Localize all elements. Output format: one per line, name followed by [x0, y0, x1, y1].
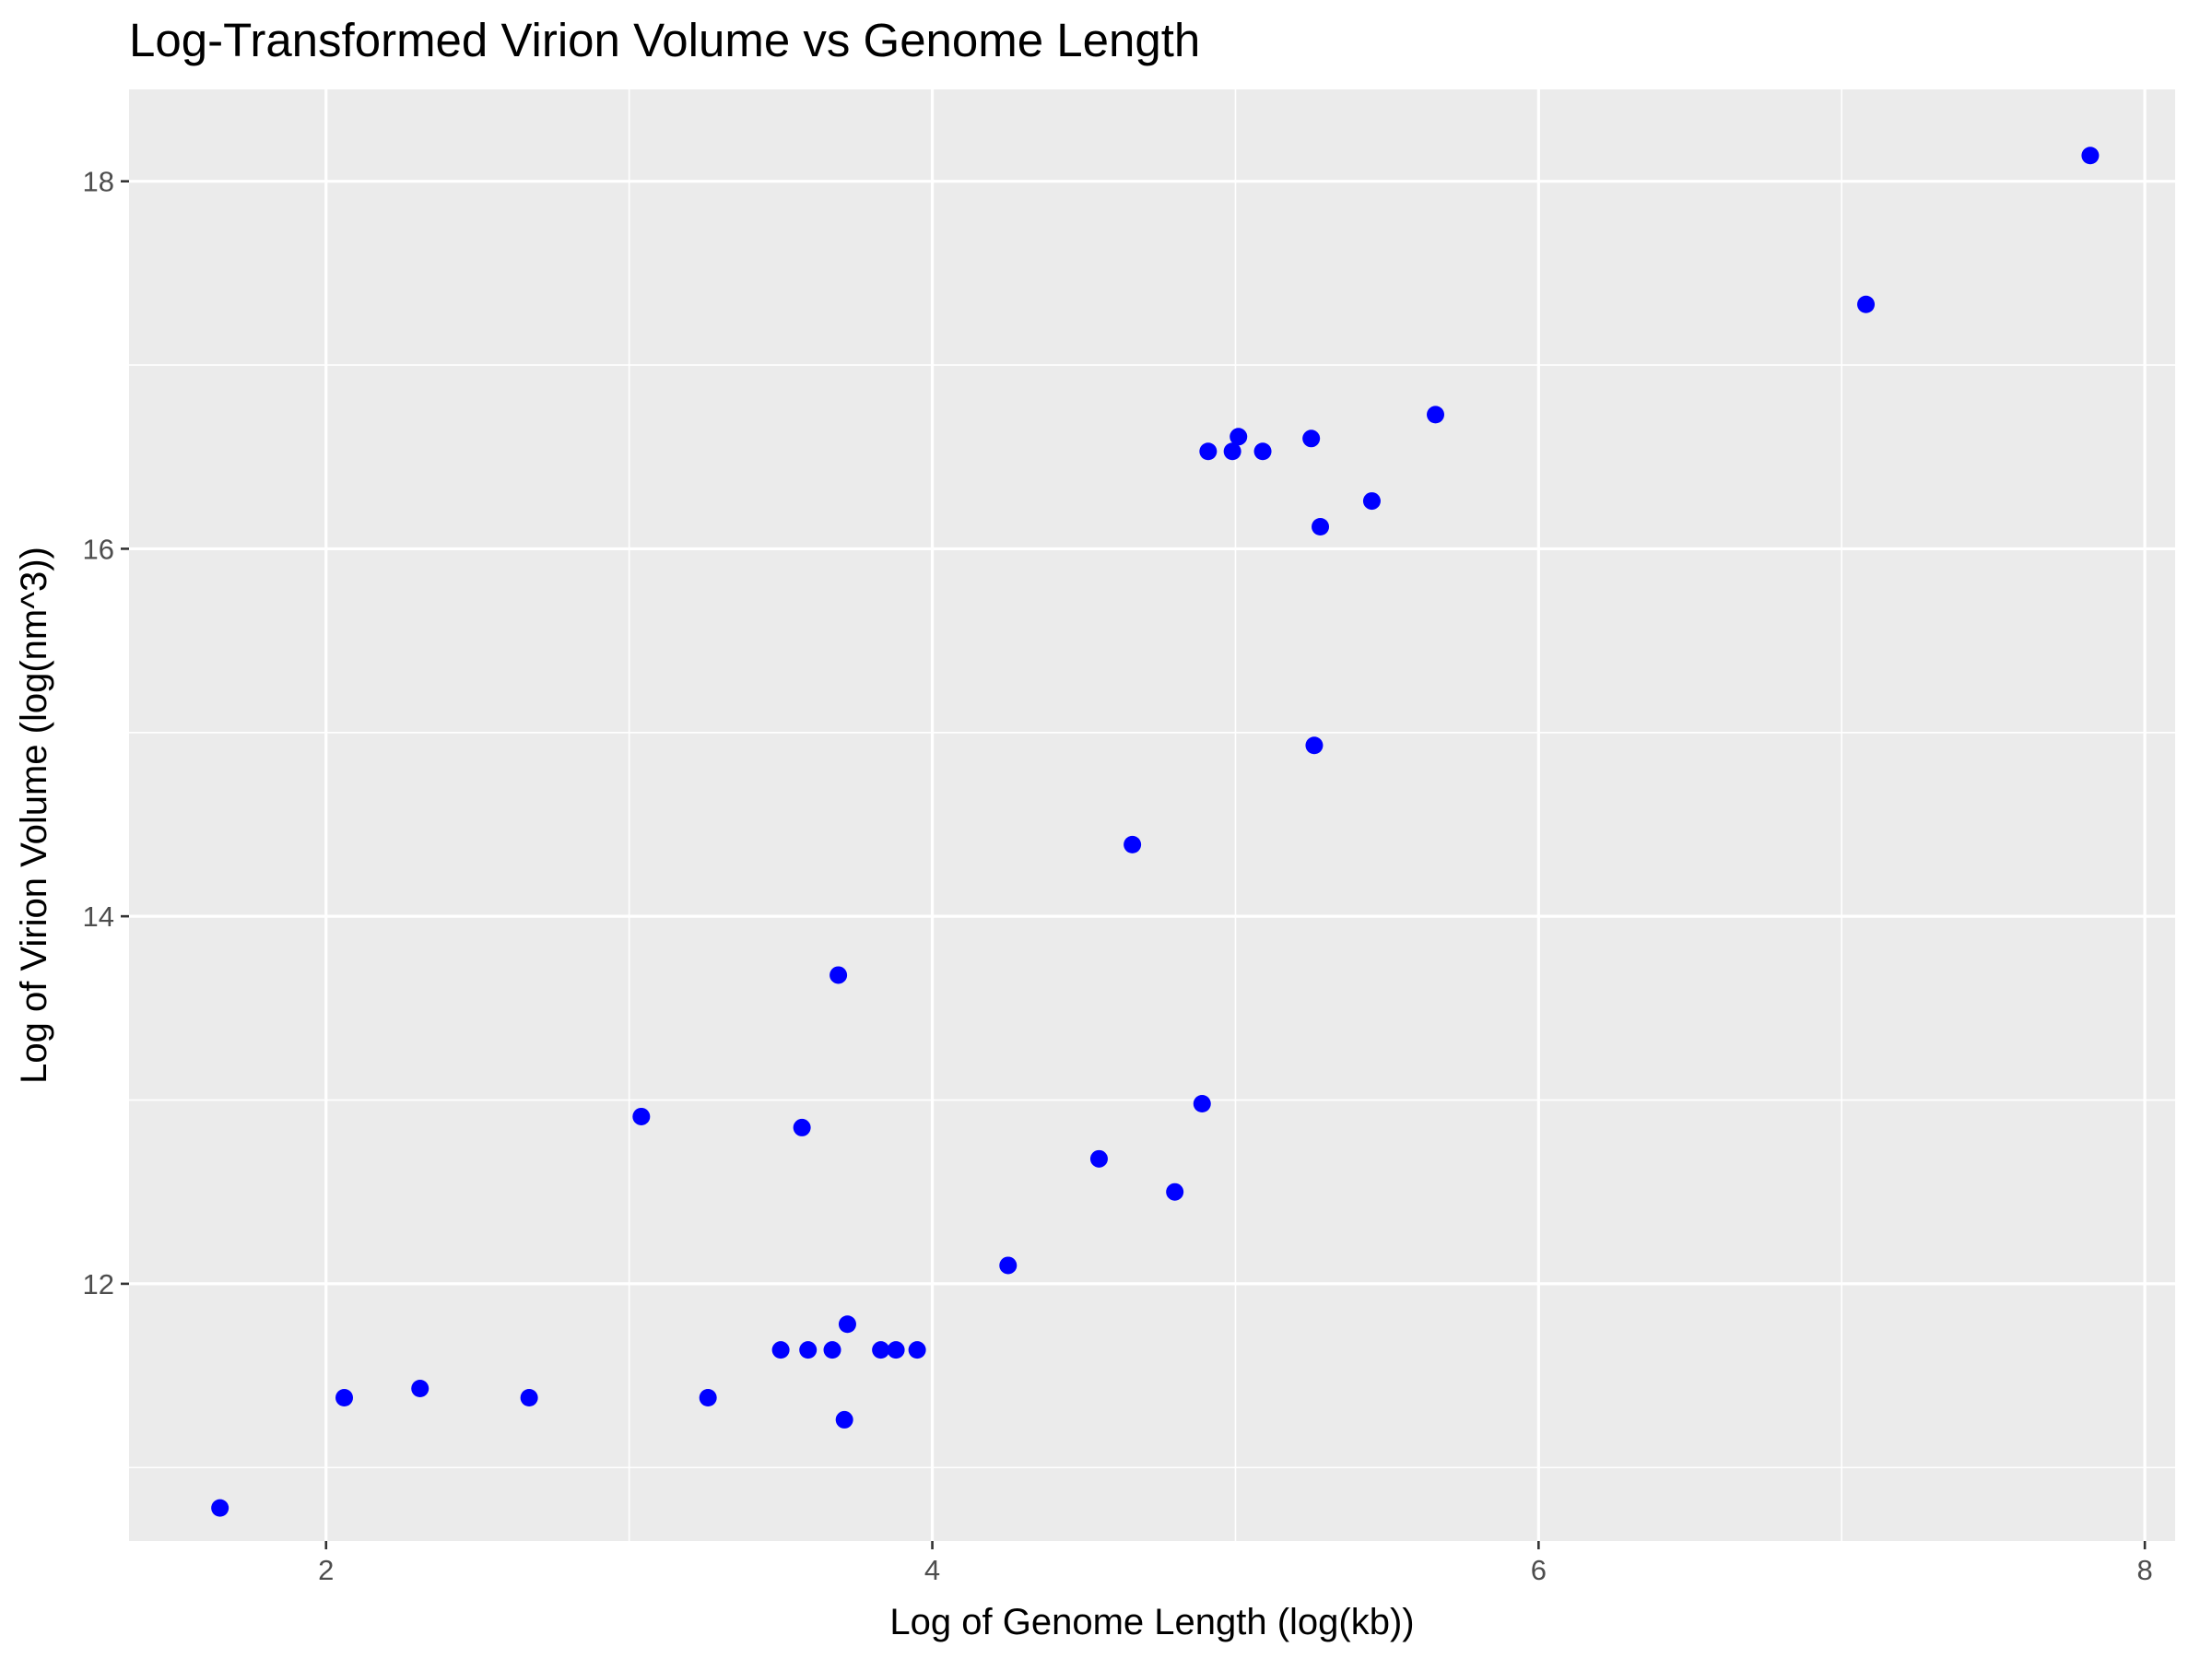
x-axis-title: Log of Genome Length (log(kb)): [889, 1602, 1414, 1642]
data-point: [1302, 429, 1321, 448]
x-tick-label: 8: [2136, 1554, 2152, 1586]
data-point: [699, 1388, 717, 1406]
y-tick-label: 16: [83, 533, 114, 565]
y-tick-label: 18: [83, 166, 114, 198]
data-point: [1312, 517, 1330, 535]
data-point: [887, 1341, 905, 1359]
data-point: [335, 1388, 354, 1406]
data-point: [2081, 147, 2100, 165]
data-point: [838, 1315, 856, 1334]
data-point: [1427, 406, 1445, 424]
x-tick-label: 4: [924, 1554, 940, 1586]
data-point: [872, 1341, 890, 1359]
data-point: [908, 1341, 926, 1359]
y-axis-title: Log of Virion Volume (log(nm^3)): [14, 547, 54, 1084]
data-point: [1362, 492, 1381, 511]
chart-title: Log-Transformed Virion Volume vs Genome …: [129, 14, 1201, 66]
data-point: [999, 1256, 1018, 1275]
data-point: [771, 1341, 790, 1359]
minor-gridlines: [129, 89, 2175, 1541]
data-point: [1230, 428, 1248, 446]
data-point: [1305, 736, 1324, 755]
data-point: [1124, 835, 1142, 853]
data-point: [793, 1118, 811, 1136]
data-point: [1193, 1095, 1211, 1113]
data-point: [1089, 1149, 1108, 1168]
data-point: [830, 966, 848, 984]
x-tick-label: 2: [318, 1554, 334, 1586]
y-tick-label: 12: [83, 1268, 114, 1300]
data-point: [835, 1410, 853, 1429]
data-point: [520, 1388, 538, 1406]
data-point: [1253, 442, 1272, 461]
plot-panel: [129, 89, 2175, 1541]
x-axis: 2 4 6 8: [318, 1541, 2153, 1586]
major-gridlines: [129, 89, 2175, 1541]
y-axis: 12 14 16 18: [83, 166, 129, 1300]
data-point: [799, 1341, 818, 1359]
data-points: [211, 147, 2100, 1517]
x-tick-label: 6: [1531, 1554, 1547, 1586]
data-point: [632, 1107, 651, 1125]
data-point: [411, 1380, 429, 1398]
data-point: [823, 1341, 841, 1359]
data-point: [1166, 1182, 1184, 1201]
data-point: [1223, 442, 1241, 461]
data-point: [1857, 295, 1876, 313]
y-tick-label: 14: [83, 900, 114, 933]
data-point: [211, 1499, 229, 1517]
data-point: [1199, 442, 1218, 461]
